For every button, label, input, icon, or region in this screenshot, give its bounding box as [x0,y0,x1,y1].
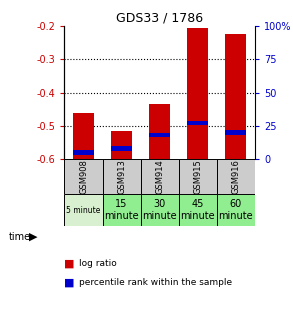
Bar [187,121,208,126]
Text: 15
minute: 15 minute [104,199,139,221]
Text: GSM908: GSM908 [79,159,88,194]
Text: 60
minute: 60 minute [219,199,253,221]
Bar [64,195,103,226]
Bar [149,133,170,137]
Text: 45
minute: 45 minute [180,199,215,221]
Text: GSM913: GSM913 [117,159,126,194]
Text: GSM915: GSM915 [193,160,202,194]
Text: percentile rank within the sample: percentile rank within the sample [79,278,232,287]
Text: GSM914: GSM914 [155,160,164,194]
Bar [141,159,179,195]
Bar [179,195,217,226]
Bar [217,195,255,226]
Text: ■: ■ [64,258,75,268]
Bar [149,104,170,159]
Bar [103,195,141,226]
Text: ▶: ▶ [29,232,38,242]
Text: time: time [9,232,31,242]
Bar [217,159,255,195]
Bar [225,34,246,159]
Bar [111,131,132,159]
Bar [73,112,94,159]
Text: 30
minute: 30 minute [142,199,177,221]
Bar [73,150,94,155]
Bar [179,159,217,195]
Title: GDS33 / 1786: GDS33 / 1786 [116,12,203,25]
Bar [141,195,179,226]
Bar [64,159,103,195]
Bar [225,130,246,135]
Text: 5 minute: 5 minute [66,206,101,215]
Text: log ratio: log ratio [79,259,117,268]
Bar [103,159,141,195]
Text: GSM916: GSM916 [231,159,240,194]
Bar [111,146,132,151]
Text: ■: ■ [64,278,75,288]
Bar [187,28,208,159]
